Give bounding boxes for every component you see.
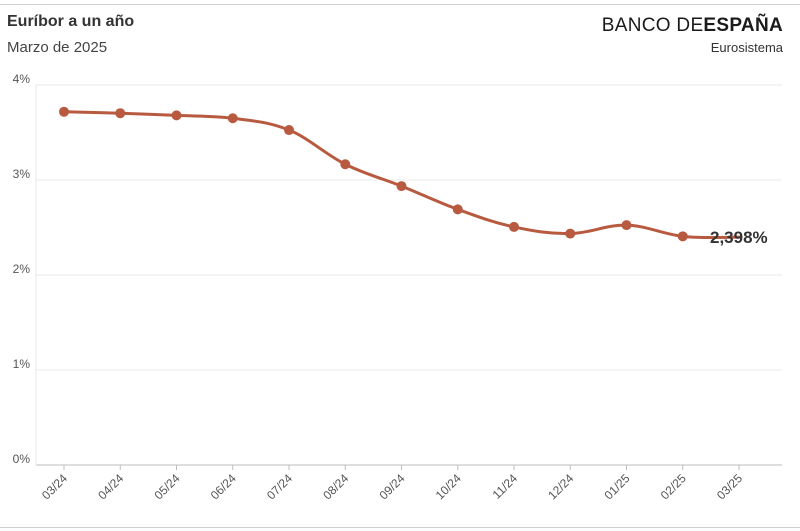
x-tick-label: 09/24 xyxy=(376,471,407,502)
data-point xyxy=(565,228,576,239)
data-point xyxy=(340,159,351,170)
x-tick-label: 11/24 xyxy=(490,471,521,502)
x-axis-ticks: 03/24 04/24 05/24 06/24 07/24 08/24 09/24 10/24… xyxy=(39,465,745,502)
grid-lines xyxy=(35,84,782,466)
y-axis-ticks: 0% 1% 2% 3% 4% xyxy=(13,72,31,466)
last-value-label: 2,398% xyxy=(710,228,768,247)
y-tick-label: 4% xyxy=(13,72,31,86)
brand-logo: BANCO DEESPAÑA Eurosistema xyxy=(602,15,783,55)
x-tick-label: 12/24 xyxy=(545,471,576,502)
data-point xyxy=(677,231,688,242)
y-tick-label: 0% xyxy=(13,452,31,466)
data-point xyxy=(115,108,126,119)
x-tick-label: 04/24 xyxy=(95,471,126,502)
data-point xyxy=(171,110,182,121)
x-tick-label: 10/24 xyxy=(433,471,464,502)
logo-subtitle: Eurosistema xyxy=(710,40,783,55)
x-tick-label: 01/25 xyxy=(601,471,632,502)
data-point xyxy=(621,220,632,231)
x-tick-label: 08/24 xyxy=(320,471,351,502)
data-point xyxy=(396,181,407,192)
logo-light-text: BANCO DE xyxy=(601,15,704,36)
bottom-rule xyxy=(0,527,800,528)
data-point xyxy=(452,204,463,215)
logo-wordmark: BANCO DEESPAÑA xyxy=(602,15,783,37)
x-tick-label: 05/24 xyxy=(151,471,182,502)
y-tick-label: 3% xyxy=(13,167,31,181)
chart-subtitle: Marzo de 2025 xyxy=(7,39,108,56)
chart-title: Euríbor a un año xyxy=(7,13,135,30)
data-points xyxy=(59,106,688,242)
logo-bold-text: ESPAÑA xyxy=(703,15,783,36)
y-tick-label: 2% xyxy=(13,262,31,276)
x-tick-label: 07/24 xyxy=(264,471,295,502)
x-tick-label: 03/24 xyxy=(39,471,70,502)
series-line xyxy=(62,110,741,240)
y-tick-label: 1% xyxy=(13,357,31,371)
x-tick-label: 02/25 xyxy=(658,471,689,502)
data-point xyxy=(227,113,238,124)
x-tick-label: 06/24 xyxy=(208,471,239,502)
data-point xyxy=(59,106,69,117)
data-point xyxy=(509,221,519,232)
x-tick-label: 03/25 xyxy=(714,471,745,502)
top-rule xyxy=(0,4,800,5)
data-point xyxy=(284,125,294,136)
